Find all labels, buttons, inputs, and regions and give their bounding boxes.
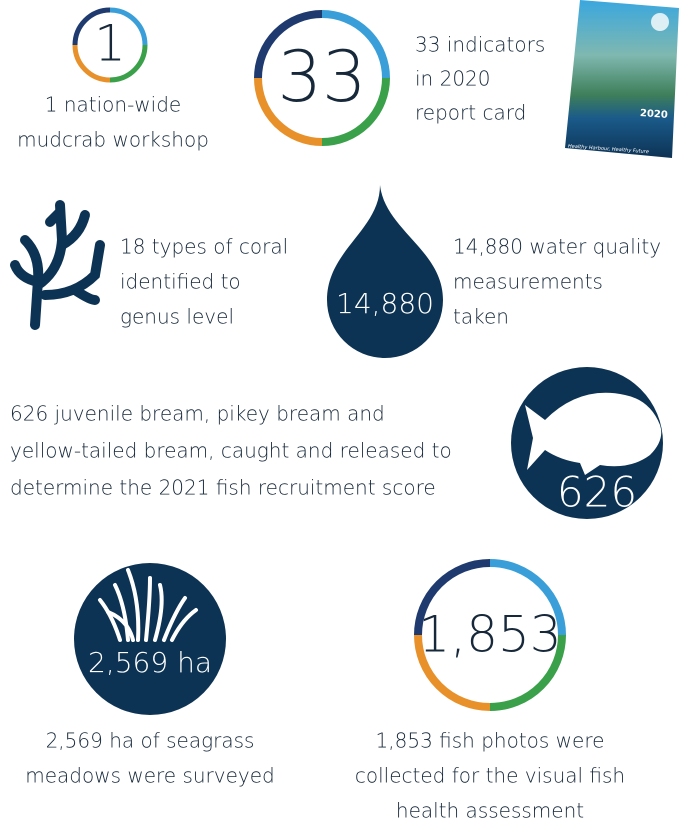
- caption-line: taken: [453, 305, 509, 329]
- page: 1 1 nation-wide mudcrab workshop 33 33 i…: [0, 0, 681, 822]
- caption-line: meadows were surveyed: [25, 764, 275, 788]
- stat-number: 2,569 ha: [88, 646, 212, 679]
- caption-line: 14,880 water quality: [453, 235, 661, 259]
- caption-line: determine the 2021 fish recruitment scor…: [10, 476, 436, 500]
- caption-line: measurements: [453, 270, 603, 294]
- stat-number: 33: [277, 36, 366, 118]
- caption-line: genus level: [120, 305, 234, 329]
- cover-logo: [651, 13, 669, 31]
- caption-line: collected for the visual fish: [355, 764, 625, 788]
- drop-icon: [327, 185, 443, 358]
- stat-number: 14,880: [336, 287, 434, 320]
- caption-line: 1 nation-wide: [45, 93, 181, 117]
- cover-year: 2020: [640, 108, 669, 121]
- caption-line: 1,853 fish photos were: [376, 729, 605, 753]
- caption-line: 626 juvenile bream, pikey bream and: [10, 402, 385, 426]
- stat-number: 626: [557, 468, 637, 517]
- caption-line: identified to: [120, 270, 241, 294]
- caption-line: 33 indicators: [415, 33, 545, 57]
- caption-line: health assessment: [396, 799, 584, 822]
- stat-number: 1,853: [418, 606, 561, 664]
- caption-line: 18 types of coral: [120, 235, 288, 259]
- caption-line: report card: [415, 101, 526, 125]
- caption-line: 2,569 ha of seagrass: [46, 729, 255, 753]
- infographic: 1 1 nation-wide mudcrab workshop 33 33 i…: [0, 0, 681, 822]
- caption-line: yellow-tailed bream, caught and released…: [10, 439, 452, 463]
- coral-icon: [15, 205, 100, 325]
- caption-line: mudcrab workshop: [17, 128, 209, 152]
- stat-number: 1: [94, 15, 126, 73]
- caption-line: in 2020: [415, 67, 491, 91]
